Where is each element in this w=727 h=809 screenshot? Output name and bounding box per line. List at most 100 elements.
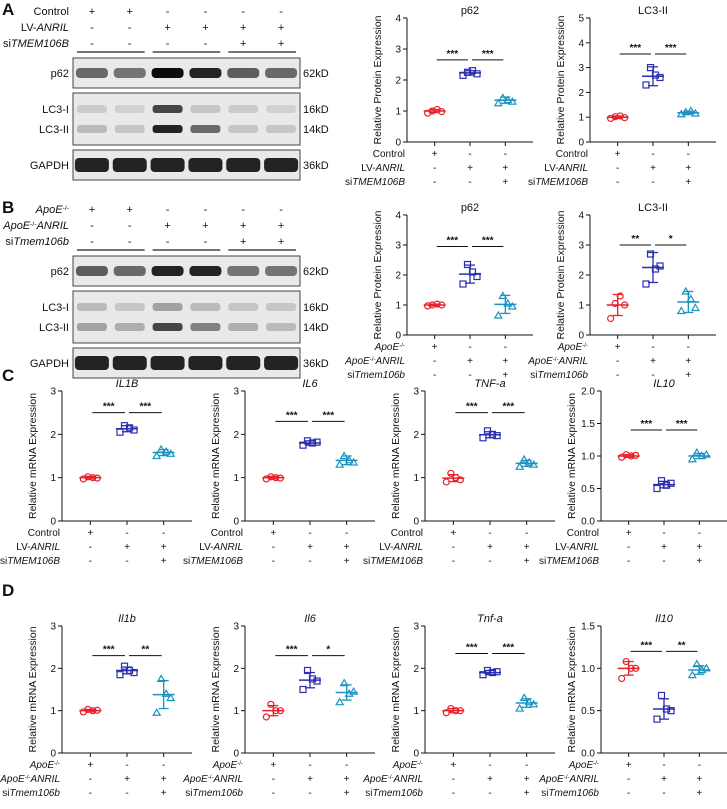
x-condition-mark: + xyxy=(487,542,493,553)
x-condition-mark: + xyxy=(161,542,167,553)
blot-lane-mark: + xyxy=(240,38,246,50)
x-condition-mark: - xyxy=(125,760,128,771)
x-condition-mark: + xyxy=(450,528,456,539)
significance-label: *** xyxy=(640,640,652,651)
data-point xyxy=(339,678,349,687)
blot-band xyxy=(190,303,221,311)
y-tick-label: 1 xyxy=(233,473,239,484)
x-condition-label: Control xyxy=(211,528,243,539)
x-condition-mark: - xyxy=(452,774,455,785)
blot-band xyxy=(228,303,259,311)
significance-label: *** xyxy=(322,410,334,421)
y-tick-label: 3 xyxy=(395,45,401,56)
blot-condition-label: Control xyxy=(34,6,69,18)
x-condition-mark: - xyxy=(488,760,491,771)
blot-band xyxy=(265,266,298,276)
x-condition-mark: - xyxy=(345,760,348,771)
chart-d-tnf: 0 1 2 3 Relative mRNA Expression Tnf-a *** *** A… xyxy=(362,613,555,799)
x-condition-label: ApoE-/-ANRIL xyxy=(527,356,588,368)
y-tick-label: 1 xyxy=(578,301,584,312)
x-condition-mark: - xyxy=(651,149,654,160)
y-tick-label: 3 xyxy=(578,241,584,252)
data-point xyxy=(653,715,661,723)
x-condition-mark: + xyxy=(467,356,473,367)
chart-title: TNF-a xyxy=(474,378,505,390)
blot-band xyxy=(189,266,222,276)
y-tick-label: 2 xyxy=(233,664,239,675)
x-condition-label: siTmem106b xyxy=(347,370,405,381)
x-condition-mark: - xyxy=(504,149,507,160)
blot-band xyxy=(112,356,147,370)
x-condition-mark: + xyxy=(615,149,621,160)
x-condition-mark: - xyxy=(272,542,275,553)
blot-band xyxy=(226,158,261,172)
x-condition-mark: + xyxy=(685,163,691,174)
x-condition-label: siTMEM106B xyxy=(539,556,599,567)
x-condition-label: siTMEM106B xyxy=(528,177,588,188)
data-point xyxy=(493,432,501,440)
blot-band xyxy=(113,68,146,78)
x-condition-mark: + xyxy=(524,788,530,799)
x-condition-mark: + xyxy=(344,556,350,567)
data-point xyxy=(130,668,138,677)
blot-band xyxy=(112,158,147,172)
blot-protein-label: GAPDH xyxy=(30,160,69,172)
data-point xyxy=(488,430,497,438)
x-condition-mark: - xyxy=(687,342,690,353)
x-condition-mark: - xyxy=(651,177,654,188)
blot-band xyxy=(113,266,146,276)
data-point xyxy=(442,709,450,717)
data-point xyxy=(657,691,666,700)
x-condition-label: ApoE-/- xyxy=(557,342,588,354)
x-condition-mark: - xyxy=(433,177,436,188)
x-condition-mark: - xyxy=(308,760,311,771)
blot-protein-label: GAPDH xyxy=(30,358,69,370)
data-point xyxy=(93,474,101,482)
x-condition-label: LV-ANRIL xyxy=(16,542,60,553)
data-point xyxy=(687,454,697,463)
y-tick-label: 1 xyxy=(578,113,584,124)
x-condition-mark: - xyxy=(616,177,619,188)
data-point xyxy=(479,434,487,442)
blot-protein-label: LC3-I xyxy=(42,302,69,314)
x-condition-mark: - xyxy=(468,370,471,381)
x-condition-label: ApoE-/-ANRIL xyxy=(344,356,405,368)
blot-lane-mark: + xyxy=(240,220,246,232)
x-condition-mark: - xyxy=(162,528,165,539)
blot-condition-label: ApoE-/- xyxy=(35,204,69,216)
blot-size-label: 16kD xyxy=(303,302,329,314)
data-point xyxy=(424,302,432,310)
blot-band xyxy=(114,303,145,311)
data-point xyxy=(622,657,630,666)
y-axis-label: Relative mRNA Expression xyxy=(566,626,578,752)
y-axis-label: Relative mRNA Expression xyxy=(210,626,222,752)
data-point xyxy=(701,450,711,458)
x-condition-label: Control xyxy=(28,528,60,539)
data-point xyxy=(653,484,661,493)
significance-label: *** xyxy=(482,236,494,247)
data-point xyxy=(519,693,529,702)
x-condition-label: ApoE-/-ANRIL xyxy=(538,774,599,786)
y-tick-label: 2 xyxy=(50,664,56,675)
blot-size-label: 36kD xyxy=(303,358,329,370)
data-point xyxy=(433,300,441,308)
y-tick-label: 1.0 xyxy=(581,452,595,463)
y-tick-label: 0 xyxy=(50,517,56,528)
blot-protein-label: LC3-II xyxy=(39,322,69,334)
x-condition-mark: - xyxy=(308,556,311,567)
data-point xyxy=(607,114,615,123)
chart-c-tnf: 0 1 2 3 Relative mRNA Expression TNF-a *** *** C… xyxy=(363,378,555,567)
data-point xyxy=(272,474,280,482)
blot-band xyxy=(188,158,223,172)
data-point xyxy=(116,671,124,679)
data-point xyxy=(428,301,436,309)
data-point xyxy=(646,250,655,258)
blot-lane-mark: - xyxy=(166,38,170,50)
x-condition-mark: + xyxy=(432,149,438,160)
x-condition-label: ApoE-/-ANRIL xyxy=(182,774,243,786)
data-point xyxy=(642,81,650,89)
data-point xyxy=(662,705,671,713)
y-tick-label: 2 xyxy=(578,271,584,282)
y-tick-label: 1 xyxy=(413,706,419,717)
x-condition-mark: - xyxy=(488,528,491,539)
